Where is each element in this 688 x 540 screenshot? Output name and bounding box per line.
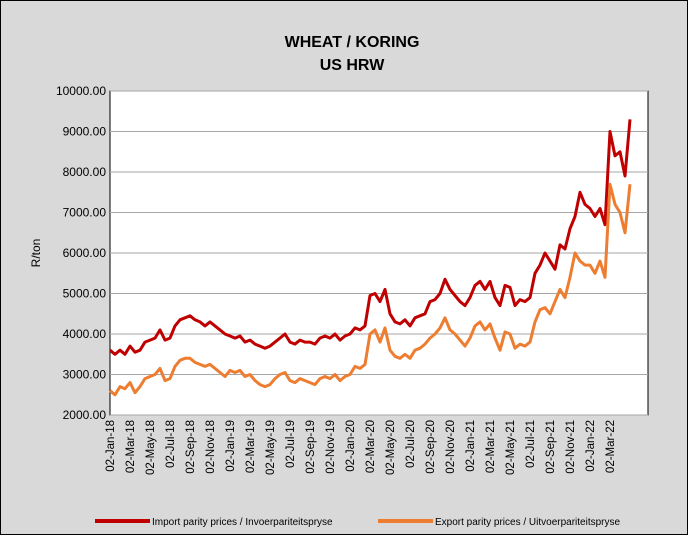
x-tick-label: 02-May-19 bbox=[265, 420, 277, 475]
y-tick-label: 2000.00 bbox=[63, 408, 107, 422]
x-tick-label: 02-Nov-20 bbox=[445, 420, 457, 474]
x-tick-label: 02-Jul-20 bbox=[405, 420, 417, 468]
x-tick-label: 02-May-21 bbox=[505, 420, 517, 475]
x-tick-label: 02-Jul-18 bbox=[165, 420, 177, 468]
x-tick-label: 02-Jul-21 bbox=[525, 420, 537, 468]
x-tick-label: 02-Mar-20 bbox=[365, 420, 377, 473]
x-tick-label: 02-Nov-19 bbox=[325, 420, 337, 474]
chart-subtitle: US HRW bbox=[320, 57, 385, 74]
x-tick-label: 02-Sep-18 bbox=[185, 420, 197, 474]
x-tick-label: 02-Nov-21 bbox=[565, 420, 577, 474]
y-tick-label: 6000.00 bbox=[63, 246, 107, 260]
x-tick-label: 02-May-18 bbox=[145, 420, 157, 475]
y-tick-label: 9000.00 bbox=[63, 125, 107, 139]
y-tick-label: 7000.00 bbox=[63, 206, 107, 220]
x-tick-label: 02-Nov-18 bbox=[205, 420, 217, 474]
y-tick-label: 3000.00 bbox=[63, 368, 107, 382]
x-tick-label: 02-Sep-20 bbox=[425, 420, 437, 474]
x-tick-label: 02-Sep-19 bbox=[305, 420, 317, 474]
legend-label: Import parity prices / Invoerpariteitspr… bbox=[152, 517, 333, 528]
series-line bbox=[109, 182, 632, 397]
chart-title: WHEAT / KORING bbox=[285, 34, 420, 51]
y-tick-label: 5000.00 bbox=[63, 287, 107, 301]
x-tick-label: 02-Mar-22 bbox=[605, 420, 617, 473]
x-tick-label: 02-May-20 bbox=[385, 420, 397, 475]
x-tick-label: 02-Jan-21 bbox=[465, 420, 477, 472]
x-tick-label: 02-Jan-18 bbox=[105, 420, 117, 472]
x-tick-label: 02-Jan-19 bbox=[225, 420, 237, 472]
x-tick-label: 02-Sep-21 bbox=[545, 420, 557, 474]
y-tick-label: 8000.00 bbox=[63, 165, 107, 179]
x-tick-label: 02-Jul-19 bbox=[285, 420, 297, 468]
x-tick-label: 02-Jan-20 bbox=[345, 420, 357, 472]
y-axis-label: R/ton bbox=[29, 239, 43, 268]
y-tick-label: 4000.00 bbox=[63, 327, 107, 341]
series-line bbox=[109, 119, 632, 356]
x-tick-label: 02-Mar-19 bbox=[245, 420, 257, 473]
x-tick-label: 02-Mar-21 bbox=[485, 420, 497, 473]
legend-label: Export parity prices / Uitvoerpariteitsp… bbox=[435, 517, 621, 528]
x-tick-label: 02-Mar-18 bbox=[125, 420, 137, 473]
x-tick-label: 02-Jan-22 bbox=[585, 420, 597, 472]
y-tick-label: 10000.00 bbox=[56, 84, 106, 98]
